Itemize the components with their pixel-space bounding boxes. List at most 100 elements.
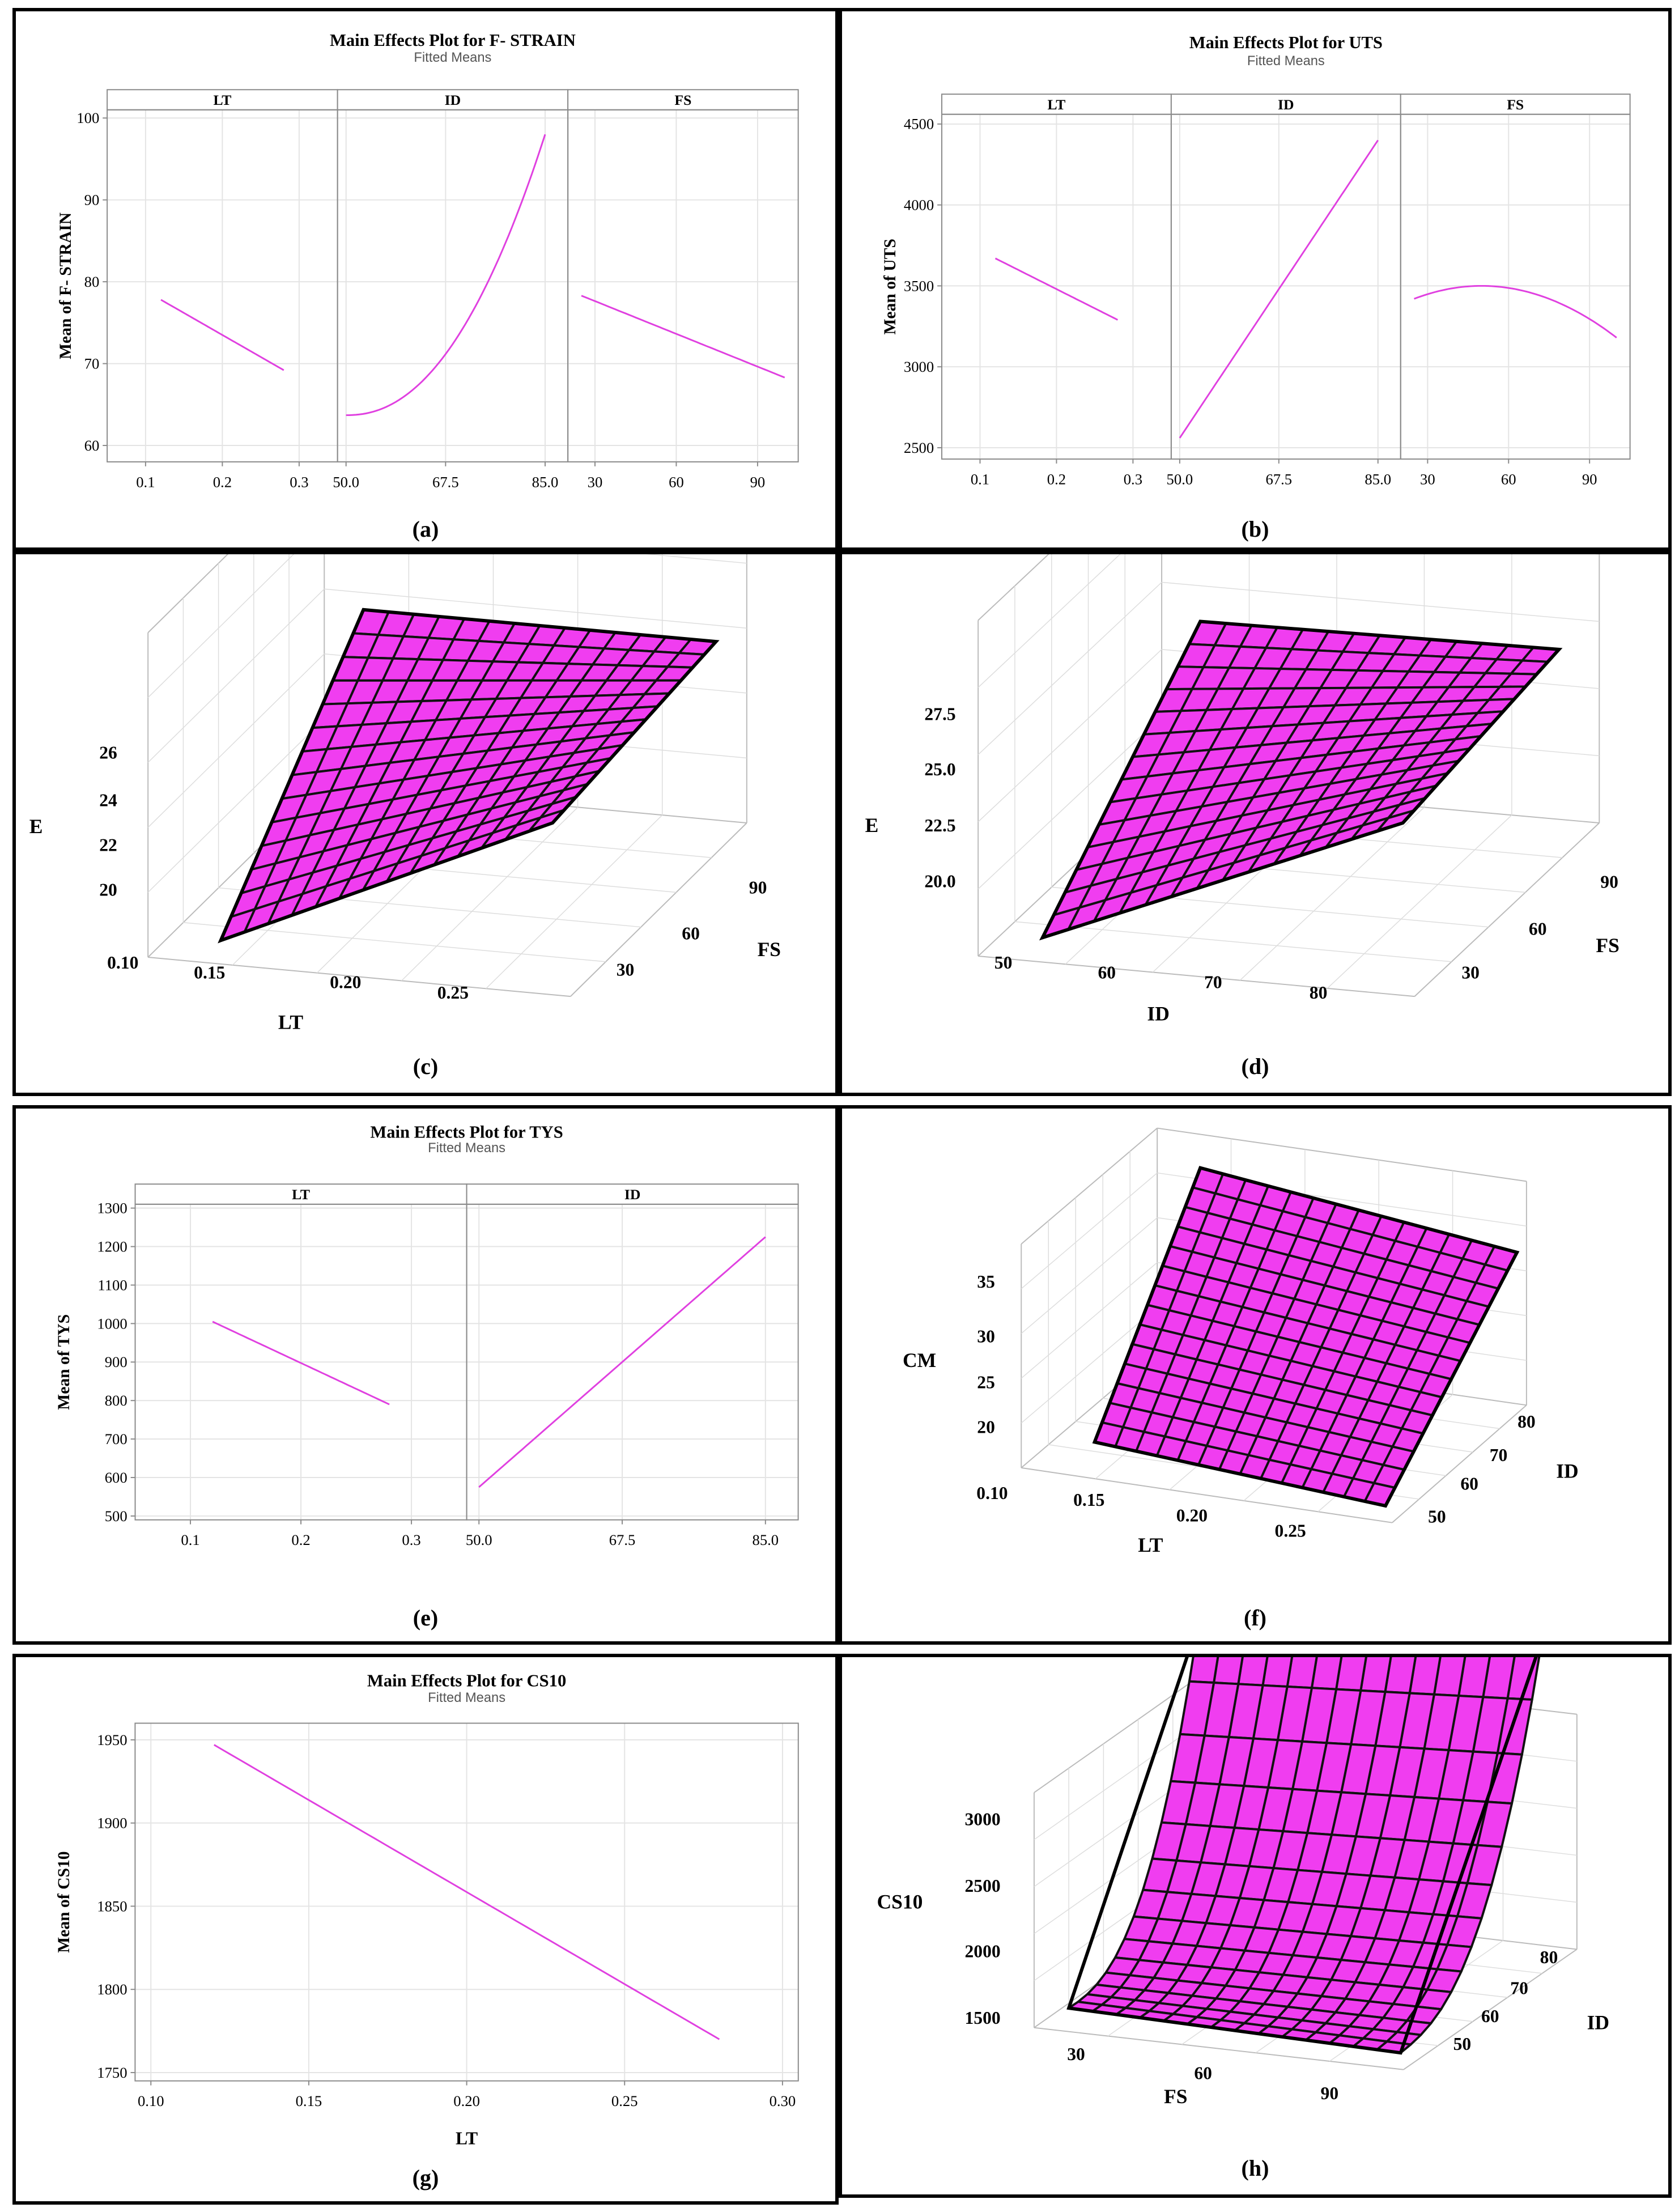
y-tick-label: 30 (1461, 963, 1480, 983)
z-tick-label: 22.5 (924, 816, 955, 835)
y-tick-label: 1200 (97, 1238, 127, 1255)
x-axis-label: ID (1147, 1003, 1170, 1025)
y-tick-label: 60 (1460, 1474, 1478, 1493)
x-tick-label: 0.25 (1275, 1521, 1306, 1540)
y-tick-label: 1950 (97, 1731, 127, 1748)
floor-gridline (1239, 806, 1425, 981)
x-tick-label: 0.1 (181, 1531, 199, 1548)
y-tick-label: 80 (1540, 1947, 1558, 1967)
panel-header (466, 1183, 799, 1205)
x-tick-label: 80 (1310, 983, 1328, 1003)
panel-c: 20 22 24 26 E 0.10 0.15 0.20 0.25 LT 30 60 90 FS (c) (12, 551, 839, 1096)
surface-plot-e-id-fs: 20.0 22.5 25.0 27.5 E 50 60 70 80 ID 30 60 90 FS (865, 554, 1620, 1025)
panel-frame (1400, 113, 1631, 460)
main-effects-plot-uts: Main Effects Plot for UTS Fitted Means LT 0… (881, 33, 1631, 487)
x-tick-label: 0.25 (611, 2092, 638, 2109)
x-tick-label: 0.20 (1176, 1506, 1208, 1526)
y-tick-label: 500 (105, 1508, 127, 1525)
x-tick-label: 0.2 (1047, 470, 1066, 487)
y-tick-label: 30 (617, 960, 635, 980)
z-tick-label: 25.0 (924, 759, 955, 779)
x-tick-label: 85.0 (1365, 470, 1391, 487)
y-tick-label: 60 (1529, 919, 1547, 939)
x-tick-label: 50 (994, 953, 1013, 973)
y-tick-label: 3000 (904, 358, 934, 375)
wall-gridline (147, 554, 295, 698)
box-floor-edge (1034, 2027, 1404, 2070)
y-tick-label: 60 (682, 923, 700, 943)
surface-plot-cm-lt-id: 20 25 30 35 CM 0.10 0.15 0.20 0.25 LT 50 60 70 80 ID (903, 1127, 1579, 1556)
wall-gridline (1021, 1262, 1158, 1379)
z-tick-label: 26 (99, 742, 117, 762)
wall-gridline (1021, 1306, 1158, 1424)
caption-g: (g) (412, 2165, 439, 2190)
caption-d: (d) (1241, 1054, 1269, 1079)
effect-line-lt (212, 1321, 390, 1406)
wall-gridline (1021, 1217, 1158, 1334)
x-axis-label: LT (1138, 1534, 1163, 1556)
chart-subtitle: Fitted Means (428, 1691, 505, 1705)
chart-subtitle: Fitted Means (428, 1141, 505, 1156)
x-tick-label: 0.1 (971, 470, 989, 487)
y-tick-label: 90 (1600, 872, 1618, 892)
wall-gridline (645, 554, 747, 564)
x-tick-label: 67.5 (432, 473, 459, 490)
x-tick-label: 90 (750, 473, 766, 490)
z-tick-label: 25 (977, 1373, 995, 1392)
surface-outline (218, 608, 720, 944)
y-tick-label: 1900 (97, 1815, 127, 1832)
surface-outline (1039, 619, 1563, 941)
wall-gridline (1021, 1172, 1158, 1289)
caption-e: (e) (413, 1605, 439, 1631)
effect-line-lt (160, 299, 284, 371)
caption-h: (h) (1241, 2155, 1269, 2181)
floor-gridline (401, 806, 579, 982)
panel-header (337, 89, 569, 111)
x-tick-label: 90 (1582, 470, 1597, 487)
x-tick-label: 0.1 (136, 473, 155, 490)
x-tick-label: 0.15 (1073, 1490, 1104, 1510)
panel-header-label: LT (292, 1186, 310, 1203)
y-tick-label: 50 (1453, 2034, 1472, 2054)
x-tick-label: 60 (1098, 963, 1116, 983)
wall-gridline (977, 581, 1162, 755)
x-tick-label: 70 (1204, 972, 1222, 992)
x-tick-label: 0.15 (194, 963, 225, 983)
caption-c: (c) (413, 1054, 439, 1079)
x-tick-label: 90 (1321, 2083, 1339, 2103)
caption-a: (a) (412, 516, 439, 542)
x-tick-label: 85.0 (753, 1531, 779, 1548)
x-tick-label: 0.3 (290, 473, 308, 490)
panel-g: Main Effects Plot for CS10 Fitted Means 0.… (12, 1654, 839, 2205)
y-tick-label: 90 (749, 877, 767, 897)
wall-gridline (324, 588, 747, 629)
caption-b: (b) (1241, 516, 1269, 542)
x-tick-label: 0.20 (453, 2092, 480, 2109)
y-axis-label: FS (758, 938, 781, 961)
y-axis-label: ID (1587, 2011, 1610, 2034)
z-tick-label: 24 (99, 790, 117, 810)
floor-gridline (486, 814, 663, 989)
y-tick-label: 90 (84, 192, 100, 209)
x-tick-label: 30 (1067, 2044, 1085, 2064)
chart-title: Main Effects Plot for TYS (370, 1122, 563, 1141)
chart-subtitle: Fitted Means (414, 50, 491, 65)
y-tick-label: 100 (76, 109, 99, 126)
z-axis-label: E (865, 814, 879, 837)
z-tick-label: 35 (977, 1272, 995, 1292)
panel-header (567, 89, 799, 111)
x-tick-label: 50.0 (333, 473, 359, 490)
effect-line-id (478, 1236, 766, 1488)
y-tick-label: 4000 (904, 197, 934, 214)
y-tick-label: 3500 (904, 277, 934, 294)
x-tick-label: 60 (1501, 470, 1516, 487)
surface-outline (1092, 1166, 1520, 1508)
box-top-edge (977, 554, 1049, 621)
z-tick-label: 20 (99, 880, 117, 899)
y-axis-label: FS (1596, 934, 1619, 957)
x-tick-label: 67.5 (1265, 470, 1292, 487)
box-floor-edge (978, 956, 1415, 997)
box-floor-edge (1021, 1467, 1393, 1523)
panel-f: 20 25 30 35 CM 0.10 0.15 0.20 0.25 LT 50 60 70 80 ID (… (839, 1105, 1672, 1645)
